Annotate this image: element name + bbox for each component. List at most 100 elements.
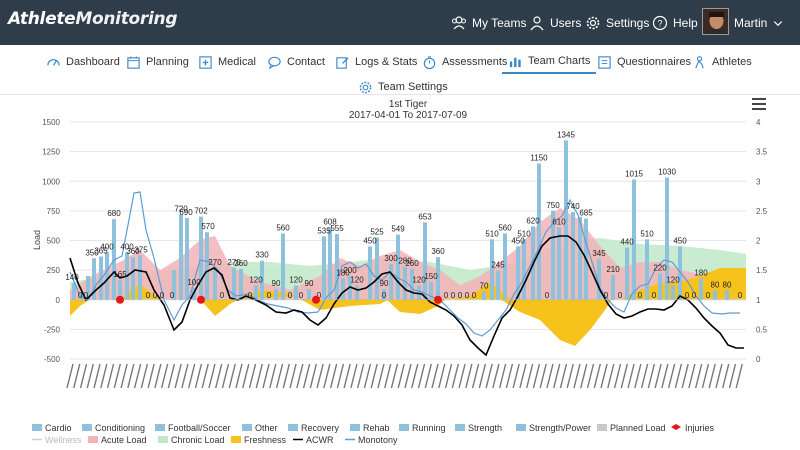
legend-label: ACWR [306, 435, 334, 445]
bar-value-label: 0 [451, 291, 456, 300]
bar-value-label: 0 [382, 291, 387, 300]
x-date-label [526, 363, 534, 389]
tab-logs-stats[interactable]: Logs & Stats [335, 50, 417, 74]
users-link[interactable]: Users [529, 0, 581, 45]
x-date-label [140, 363, 149, 389]
tab-label: Planning [146, 56, 189, 68]
load-bar [482, 291, 486, 300]
bar-value-label: 400 [100, 242, 114, 251]
load-bar [632, 179, 636, 300]
tab-questionnaires[interactable]: Questionnaires [597, 50, 691, 74]
legend-label: Recovery [301, 423, 340, 433]
legend-label: Freshness [244, 435, 287, 445]
bar-value-label: 560 [498, 223, 512, 232]
x-date-label [228, 363, 236, 389]
user-menu[interactable]: Martin [734, 0, 784, 45]
load-bar [322, 236, 326, 300]
x-date-label [471, 363, 480, 389]
x-date-label [370, 363, 378, 389]
legend-label: Chronic Load [171, 435, 225, 445]
bar-value-label: 345 [592, 249, 606, 258]
x-date-label [221, 363, 230, 389]
load-bar [355, 285, 359, 300]
x-date-label [444, 363, 453, 389]
bar-value-label: 0 [220, 291, 225, 300]
load-bar [522, 239, 526, 300]
tab-contact[interactable]: Contact [267, 50, 325, 74]
settings-link[interactable]: Settings [585, 0, 649, 45]
tab-label: Medical [218, 56, 256, 68]
tab-team-charts[interactable]: Team Charts [502, 50, 597, 74]
load-bar [105, 252, 109, 300]
tab-label: Assessments [442, 56, 508, 68]
bar-value-label: 0 [638, 291, 643, 300]
x-date-label [275, 363, 284, 389]
app-logo[interactable]: AthleteMonitoring [8, 9, 178, 29]
legend-label: Running [412, 423, 446, 433]
load-bar [341, 278, 345, 300]
tab-label: Dashboard [66, 56, 120, 68]
load-bar [199, 216, 203, 300]
legend-swatch [88, 436, 98, 443]
x-date-label [708, 363, 716, 389]
x-date-label [302, 363, 311, 389]
load-bar [503, 233, 507, 300]
calendar-icon [127, 55, 140, 69]
x-date-label [113, 363, 121, 389]
lines-group [69, 191, 746, 357]
tab-planning[interactable]: Planning [126, 50, 189, 74]
x-date-label [620, 363, 628, 389]
y2-tick-label: 1.5 [756, 266, 768, 275]
tab-dashboard[interactable]: Dashboard [46, 50, 120, 74]
my-teams-link[interactable]: My Teams [451, 0, 526, 45]
x-date-label [289, 363, 297, 389]
load-bar [213, 267, 217, 300]
bar-value-label: 375 [134, 245, 148, 254]
x-date-label [296, 363, 304, 389]
x-date-label [600, 363, 608, 389]
x-date-label [201, 363, 209, 389]
legend-label: Monotony [358, 435, 398, 445]
tab-assessments[interactable]: Assessments [422, 50, 507, 74]
tab-label: Contact [287, 56, 325, 68]
tab-medical[interactable]: Medical [198, 50, 256, 74]
bar-value-label: 330 [255, 251, 269, 260]
bar-value-label: 210 [606, 265, 620, 274]
bar-value-label: 350 [85, 248, 99, 257]
injury-marker [312, 295, 320, 304]
load-bar [239, 268, 243, 300]
bar-value-label: 0 [465, 291, 470, 300]
tab-athletes[interactable]: Athletes [692, 50, 752, 74]
bar-value-label: 80 [723, 280, 732, 289]
athletes-icon [695, 55, 704, 68]
x-date-label [458, 363, 466, 389]
bar-value-label: 0 [153, 291, 158, 300]
load-bar [382, 289, 386, 300]
legend-label: Conditioning [95, 423, 145, 433]
load-bar [368, 246, 372, 300]
x-date-label [248, 363, 257, 389]
bar-value-label: 440 [620, 238, 634, 247]
bar-value-label: 220 [653, 264, 667, 273]
x-date-label [397, 363, 405, 389]
injury-marker [197, 295, 205, 304]
avatar[interactable] [702, 8, 729, 35]
bar-value-label: 150 [424, 272, 438, 281]
x-date-label [100, 363, 108, 389]
bar-value-label: 0 [248, 291, 253, 300]
help-link[interactable]: ? Help [652, 0, 698, 45]
bar-value-label: 510 [517, 229, 531, 238]
x-date-label [701, 363, 710, 389]
bar-value-label: 260 [405, 259, 419, 268]
bar-value-label: 685 [579, 209, 593, 218]
x-date-label [404, 363, 412, 389]
bar-value-label: 0 [472, 291, 477, 300]
tab-team-settings[interactable]: Team Settings [358, 75, 448, 99]
x-date-label [593, 363, 601, 389]
bar-value-label: 702 [194, 207, 208, 216]
bar-value-label: 0 [267, 291, 272, 300]
teams-icon [452, 15, 466, 29]
bar-value-label: 750 [546, 201, 560, 210]
chart-menu-icon[interactable] [752, 98, 766, 110]
load-bar [429, 281, 433, 300]
